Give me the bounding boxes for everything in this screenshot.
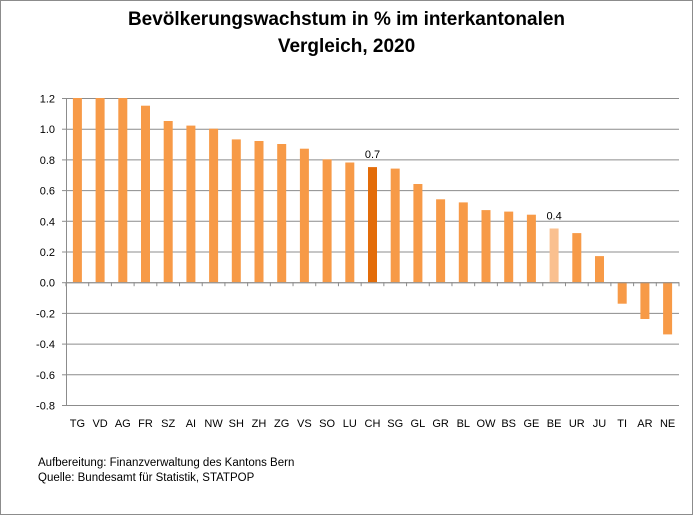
chart-title: Bevölkerungswachstum in % im interkanton…	[0, 6, 693, 60]
x-tick-label: AG	[115, 418, 131, 430]
bar-vs	[299, 148, 309, 283]
x-tick-label: AR	[637, 418, 652, 430]
bar-ne	[663, 282, 673, 335]
x-tick-label: CH	[365, 418, 381, 430]
x-tick-label: LU	[343, 418, 357, 430]
x-tick-label: BE	[547, 418, 562, 430]
bar-ju	[595, 256, 604, 283]
bar-sz	[163, 121, 173, 283]
x-tick-label: BL	[457, 418, 470, 430]
y-tick-label: -0.4	[36, 339, 55, 351]
y-tick-label: -0.6	[36, 370, 55, 382]
x-tick-label: TI	[617, 418, 627, 430]
x-tick-label: FR	[138, 418, 153, 430]
y-tick-label: -0.2	[36, 308, 55, 320]
x-tick-label: GR	[432, 418, 449, 430]
x-tick-label: SG	[387, 418, 403, 430]
note-processing: Aufbereitung: Finanzverwaltung des Kanto…	[38, 457, 295, 469]
bar-be	[549, 228, 559, 283]
bar-ch	[368, 167, 377, 283]
bar-ow	[481, 210, 491, 283]
bar-zh	[254, 141, 264, 283]
chart-title-line-1: Bevölkerungswachstum in % im interkanton…	[127, 9, 566, 30]
y-tick-label: 0.4	[40, 216, 55, 228]
bar-ar	[640, 282, 650, 319]
bar-gl	[413, 184, 423, 283]
y-tick-label: 0.0	[40, 278, 55, 290]
x-tick-label: SZ	[161, 418, 175, 430]
data-label-ch: 0.7	[365, 149, 380, 161]
x-tick-label: OW	[477, 418, 497, 430]
bar-sg	[390, 168, 400, 283]
bar-ai	[186, 125, 196, 283]
y-tick-label: 1.2	[40, 94, 55, 106]
bar-ag	[118, 98, 128, 283]
y-tick-label: 0.2	[40, 247, 55, 259]
bar-nw	[209, 128, 219, 283]
x-tick-label: JU	[593, 418, 607, 430]
x-tick-label: NW	[204, 418, 223, 430]
x-tick-label: SH	[229, 418, 244, 430]
x-tick-label: UR	[569, 418, 585, 430]
bar-so	[322, 159, 332, 283]
chart-title-line-2: Vergleich, 2020	[277, 36, 416, 57]
x-tick-label: NE	[660, 418, 675, 430]
note-source: Quelle: Bundesamt für Statistik, STATPOP	[38, 472, 255, 484]
x-tick-label: GL	[411, 418, 426, 430]
y-tick-label: 0.6	[40, 186, 55, 198]
bar-zg	[277, 144, 287, 283]
bar-ur	[572, 233, 582, 283]
x-tick-label: TG	[70, 418, 85, 430]
bar-bl	[458, 202, 468, 283]
x-tick-label: ZH	[252, 418, 267, 430]
bar-ti	[617, 282, 627, 304]
bar-sh	[231, 139, 241, 283]
x-tick-label: SO	[319, 418, 335, 430]
y-tick-label: 0.8	[40, 155, 55, 167]
data-label-be: 0.4	[546, 211, 561, 223]
x-tick-label: GE	[523, 418, 539, 430]
x-tick-label: AI	[186, 418, 196, 430]
bar-gr	[436, 199, 446, 283]
bar-ge	[526, 214, 536, 283]
bar-bs	[504, 211, 514, 283]
y-tick-label: 1.0	[40, 124, 55, 136]
x-tick-label: VS	[297, 418, 312, 430]
bar-vd	[95, 98, 105, 283]
x-tick-label: BS	[501, 418, 516, 430]
y-tick-label: -0.8	[36, 401, 55, 413]
source-notes: Aufbereitung: Finanzverwaltung des Kanto…	[38, 456, 294, 486]
bar-fr	[141, 105, 150, 283]
x-tick-label: ZG	[274, 418, 289, 430]
bar-lu	[345, 162, 355, 283]
bar-tg	[72, 98, 82, 283]
x-tick-label: VD	[92, 418, 107, 430]
